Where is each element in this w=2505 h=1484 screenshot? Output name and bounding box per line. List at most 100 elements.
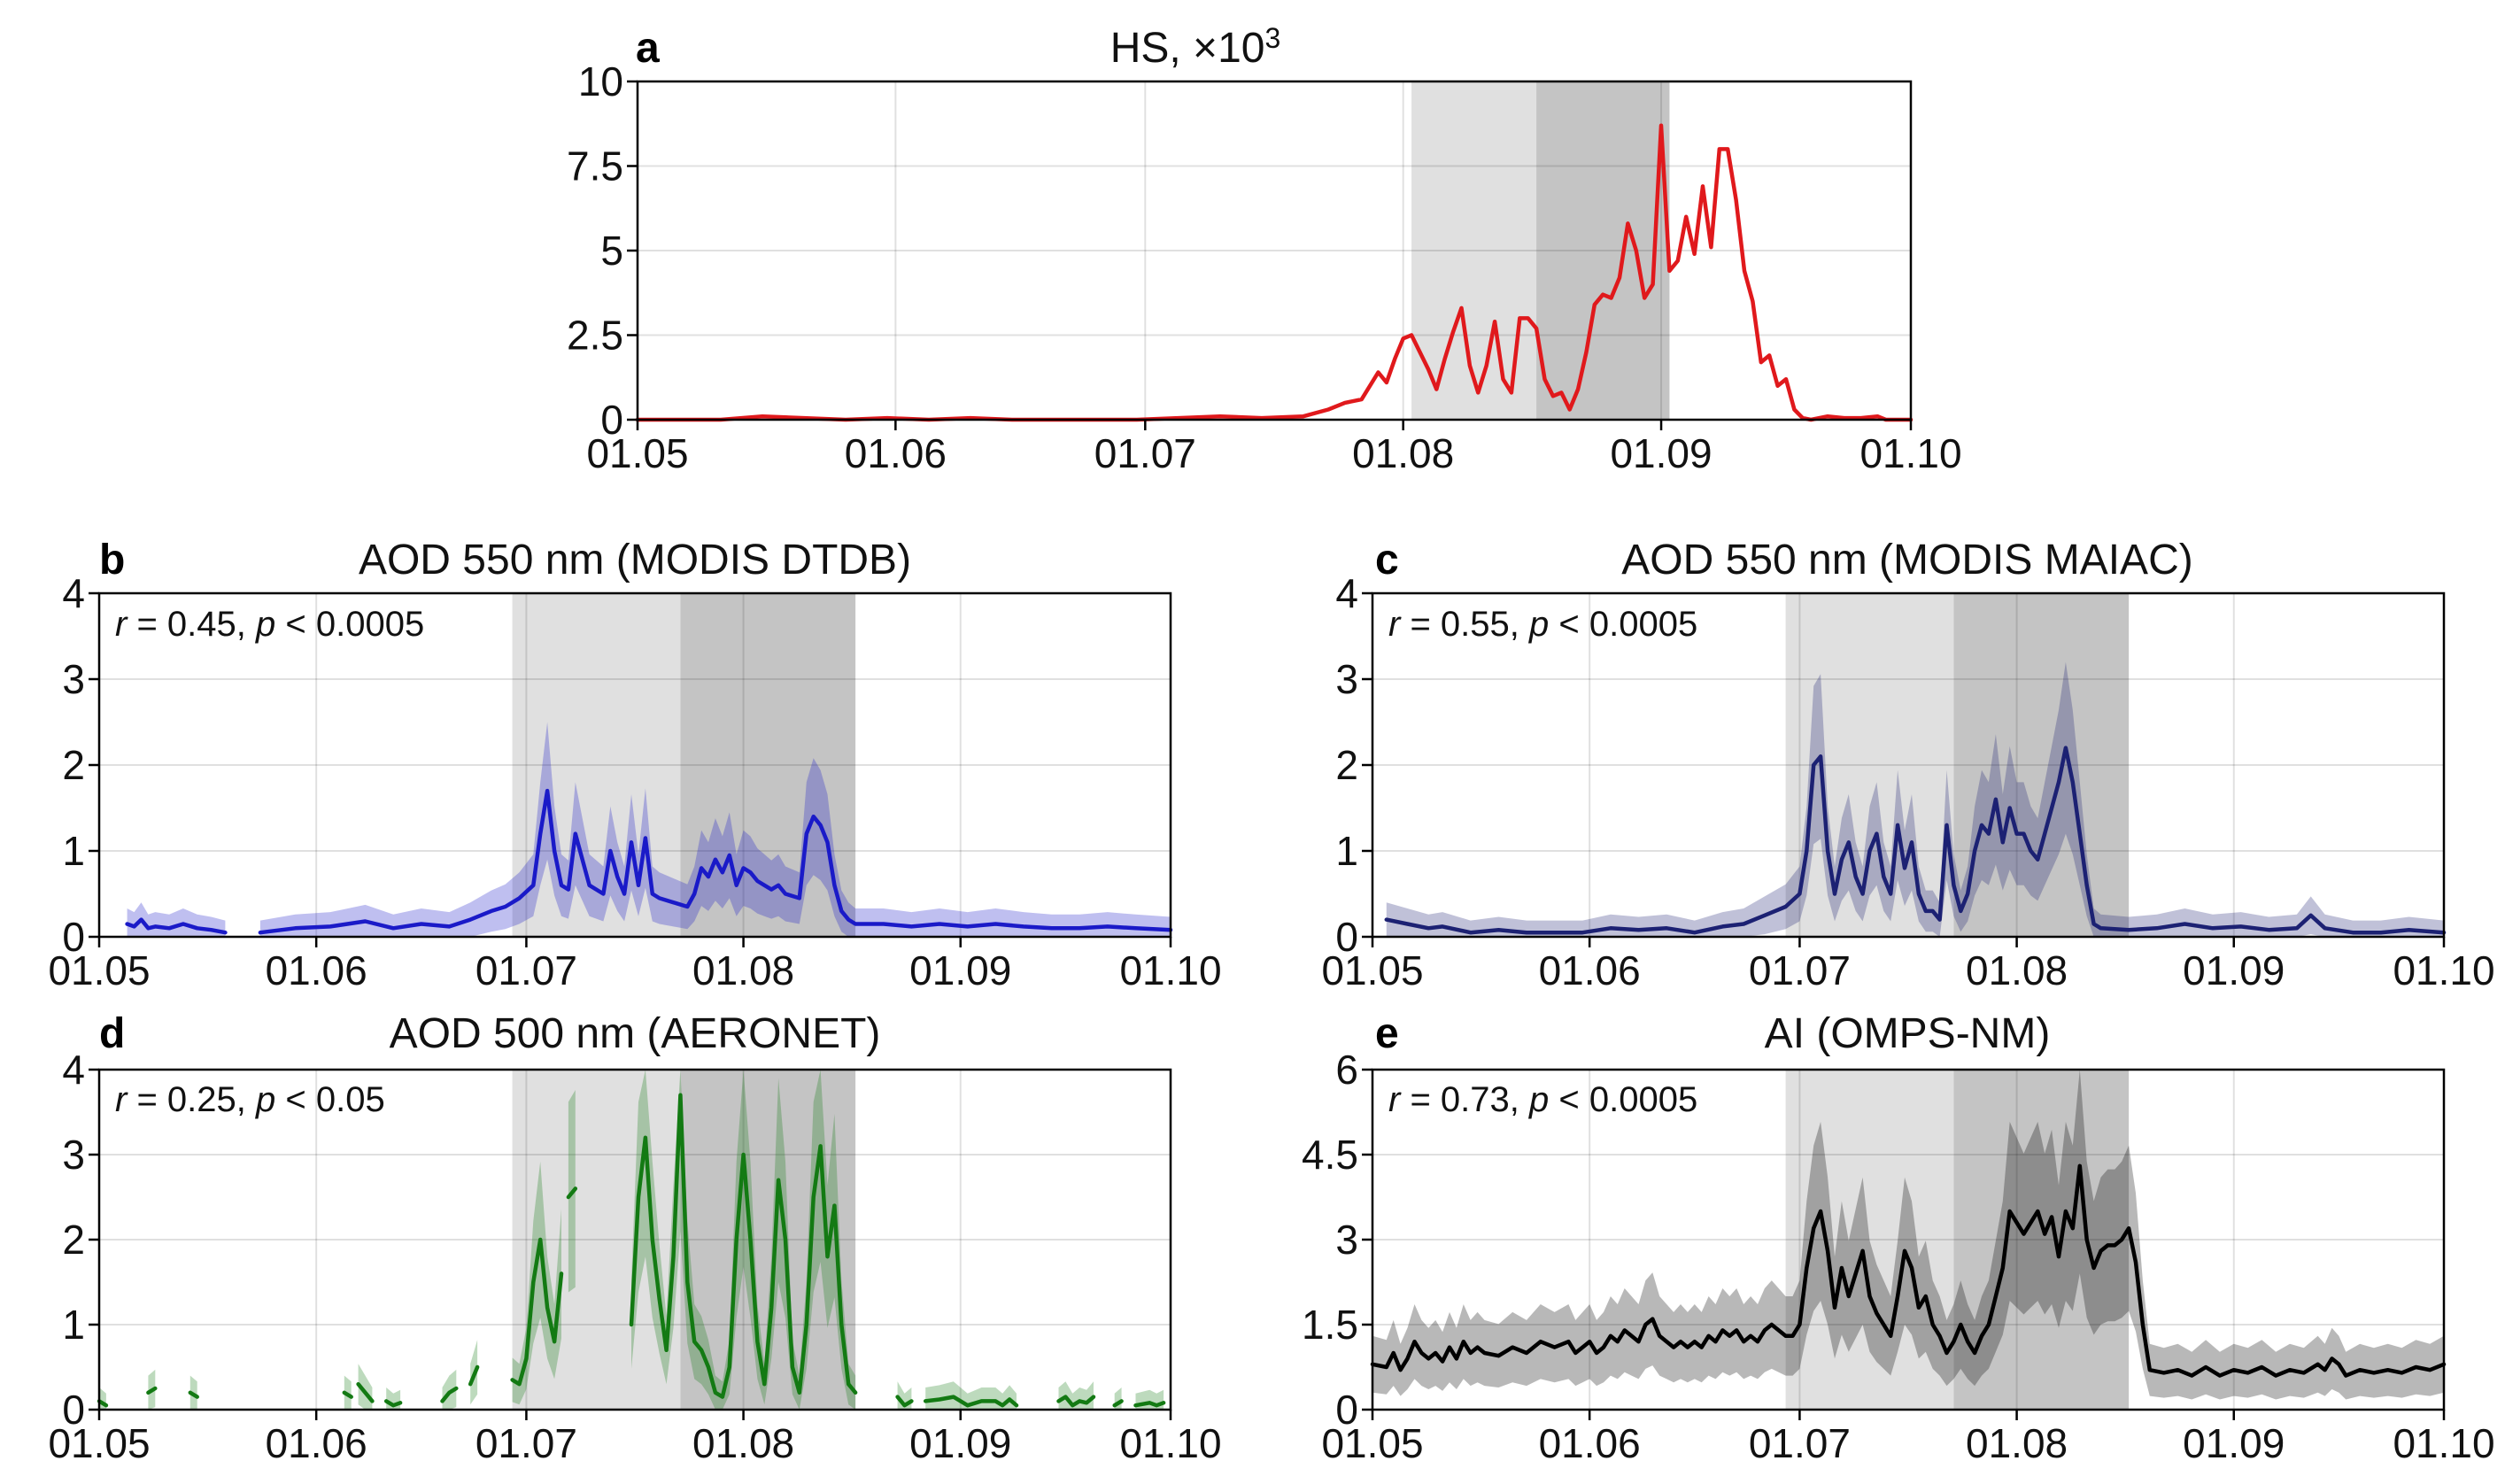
x-tick-label: 01.06 [266, 947, 367, 993]
panel-b: b AOD 550 nm (MODIS DTDB) r = 0.45, p < … [99, 537, 911, 644]
x-tick-label: 01.05 [48, 1420, 150, 1466]
x-tick-label: 01.09 [909, 1420, 1011, 1466]
y-tick-label: 2 [62, 1217, 85, 1263]
shaded-period-2 [1953, 1070, 2130, 1410]
x-tick-label: 01.10 [1859, 430, 1961, 476]
series-line-segment [440, 1386, 459, 1403]
shaded-period-2 [1536, 81, 1670, 420]
x-tick-label: 01.10 [2393, 947, 2494, 993]
x-tick-label: 01.07 [1749, 947, 1851, 993]
panel-d: d AOD 500 nm (AERONET) r = 0.25, p < 0.0… [99, 1010, 880, 1119]
series-line-segment [1112, 1399, 1124, 1408]
y-tick-label: 0 [62, 1387, 85, 1433]
y-tick-label: 0 [600, 397, 623, 443]
panel-e: e AI (OMPS-NM) r = 0.73, p < 0.0005 [1375, 1010, 2050, 1119]
x-tick-label: 01.05 [1321, 1420, 1423, 1466]
x-tick-label: 01.08 [692, 947, 794, 993]
series-line-segment [468, 1364, 480, 1387]
x-tick-label: 01.09 [909, 947, 1011, 993]
x-tick-label: 01.07 [1094, 430, 1196, 476]
series-line-segment [258, 788, 1173, 935]
x-tick-label: 01.06 [845, 430, 947, 476]
panel-a: a HS, ×103 [636, 22, 1280, 72]
series-line-segment [1370, 1163, 2447, 1378]
panel-e-stat: r = 0.73, p < 0.0005 [1388, 1080, 1697, 1119]
panel-e-title: AI (OMPS-NM) [1765, 1010, 2051, 1057]
y-tick-label: 2.5 [567, 313, 623, 359]
shaded-period-2 [1953, 593, 2130, 937]
x-tick-label: 01.10 [1119, 1420, 1221, 1466]
panel-b-stat: r = 0.45, p < 0.0005 [115, 605, 424, 644]
series-line-segment [146, 1386, 158, 1395]
plot-d: 01.05 01.06 01.07 01.08 01.09 01.10 0 1 2 3 4 [48, 1047, 1221, 1466]
panel-c-label: c [1375, 537, 1399, 584]
x-tick-label: 01.10 [1119, 947, 1221, 993]
series-line-segment [629, 1093, 858, 1399]
x-tick-label: 01.07 [475, 1420, 577, 1466]
y-tick-label: 2 [1335, 742, 1358, 788]
x-tick-label: 01.09 [1610, 430, 1712, 476]
y-tick-label: 10 [578, 58, 623, 104]
shaded-period-2 [680, 593, 856, 937]
panel-a-label: a [636, 25, 660, 72]
y-tick-label: 1 [1335, 828, 1358, 874]
x-tick-label: 01.07 [1749, 1420, 1851, 1466]
panel-e-label: e [1375, 1010, 1399, 1057]
series-line-segment [342, 1390, 353, 1399]
y-tick-label: 4.5 [1302, 1132, 1358, 1178]
series-line-segment [566, 1186, 578, 1200]
y-tick-label: 1.5 [1302, 1302, 1358, 1348]
y-tick-label: 3 [1335, 656, 1358, 702]
y-tick-label: 0 [1335, 914, 1358, 960]
x-tick-label: 01.06 [266, 1420, 367, 1466]
panel-d-stat: r = 0.25, p < 0.05 [115, 1080, 385, 1119]
y-tick-label: 0 [62, 914, 85, 960]
uncertainty-band [259, 722, 1171, 937]
series-line-segment [895, 1395, 914, 1408]
series-line-segment [1384, 746, 2447, 935]
y-tick-label: 1 [62, 1302, 85, 1348]
y-tick-label: 4 [1335, 570, 1358, 616]
x-tick-label: 01.10 [2393, 1420, 2494, 1466]
plot-a: 01.05 01.06 01.07 01.08 01.09 01.10 0 2.5 5 7.5 10 [567, 58, 1962, 476]
x-tick-label: 01.06 [1539, 1420, 1641, 1466]
y-tick-label: 3 [1335, 1217, 1358, 1263]
series-line-segment [1056, 1395, 1096, 1408]
plot-e: 01.05 01.06 01.07 01.08 01.09 01.10 0 1.5 3 4.5 6 [1302, 1047, 2495, 1466]
panel-d-label: d [99, 1010, 125, 1057]
series-line-segment [125, 917, 228, 935]
x-tick-label: 01.08 [1352, 430, 1454, 476]
y-tick-label: 0 [1335, 1387, 1358, 1433]
series-line-segment [188, 1390, 199, 1399]
x-tick-label: 01.08 [692, 1420, 794, 1466]
series-line-segment [97, 1399, 109, 1408]
x-tick-label: 01.05 [586, 430, 688, 476]
plot-c: 01.05 01.06 01.07 01.08 01.09 01.10 0 1 2 3 4 [1321, 570, 2494, 993]
series-line-segment [923, 1395, 1019, 1408]
x-tick-label: 01.06 [1539, 947, 1641, 993]
panel-d-title: AOD 500 nm (AERONET) [390, 1010, 881, 1057]
y-tick-label: 3 [62, 1132, 85, 1178]
panel-a-title: HS, ×103 [1110, 22, 1281, 72]
series-line-segment [383, 1399, 403, 1408]
panel-b-label: b [99, 537, 125, 584]
x-tick-label: 01.08 [1966, 1420, 2068, 1466]
x-tick-label: 01.09 [2183, 947, 2285, 993]
series-line-segment [510, 1237, 564, 1387]
panel-c-title: AOD 550 nm (MODIS MAIAC) [1621, 537, 2192, 584]
series-line-segment [635, 123, 1914, 422]
y-tick-label: 2 [62, 742, 85, 788]
uncertainty-band [631, 1070, 856, 1410]
panel-c: c AOD 550 nm (MODIS MAIAC) r = 0.55, p <… [1375, 537, 2193, 644]
y-tick-label: 4 [62, 570, 85, 616]
plot-b: 01.05 01.06 01.07 01.08 01.09 01.10 0 1 2 3 4 [48, 570, 1221, 993]
uncertainty-band [1372, 1070, 2444, 1400]
uncertainty-band [512, 1161, 561, 1405]
y-tick-label: 3 [62, 656, 85, 702]
x-tick-label: 01.09 [2183, 1420, 2285, 1466]
y-tick-label: 5 [600, 228, 623, 274]
series-line-segment [356, 1381, 375, 1403]
y-tick-label: 4 [62, 1047, 85, 1093]
x-tick-label: 01.05 [48, 947, 150, 993]
